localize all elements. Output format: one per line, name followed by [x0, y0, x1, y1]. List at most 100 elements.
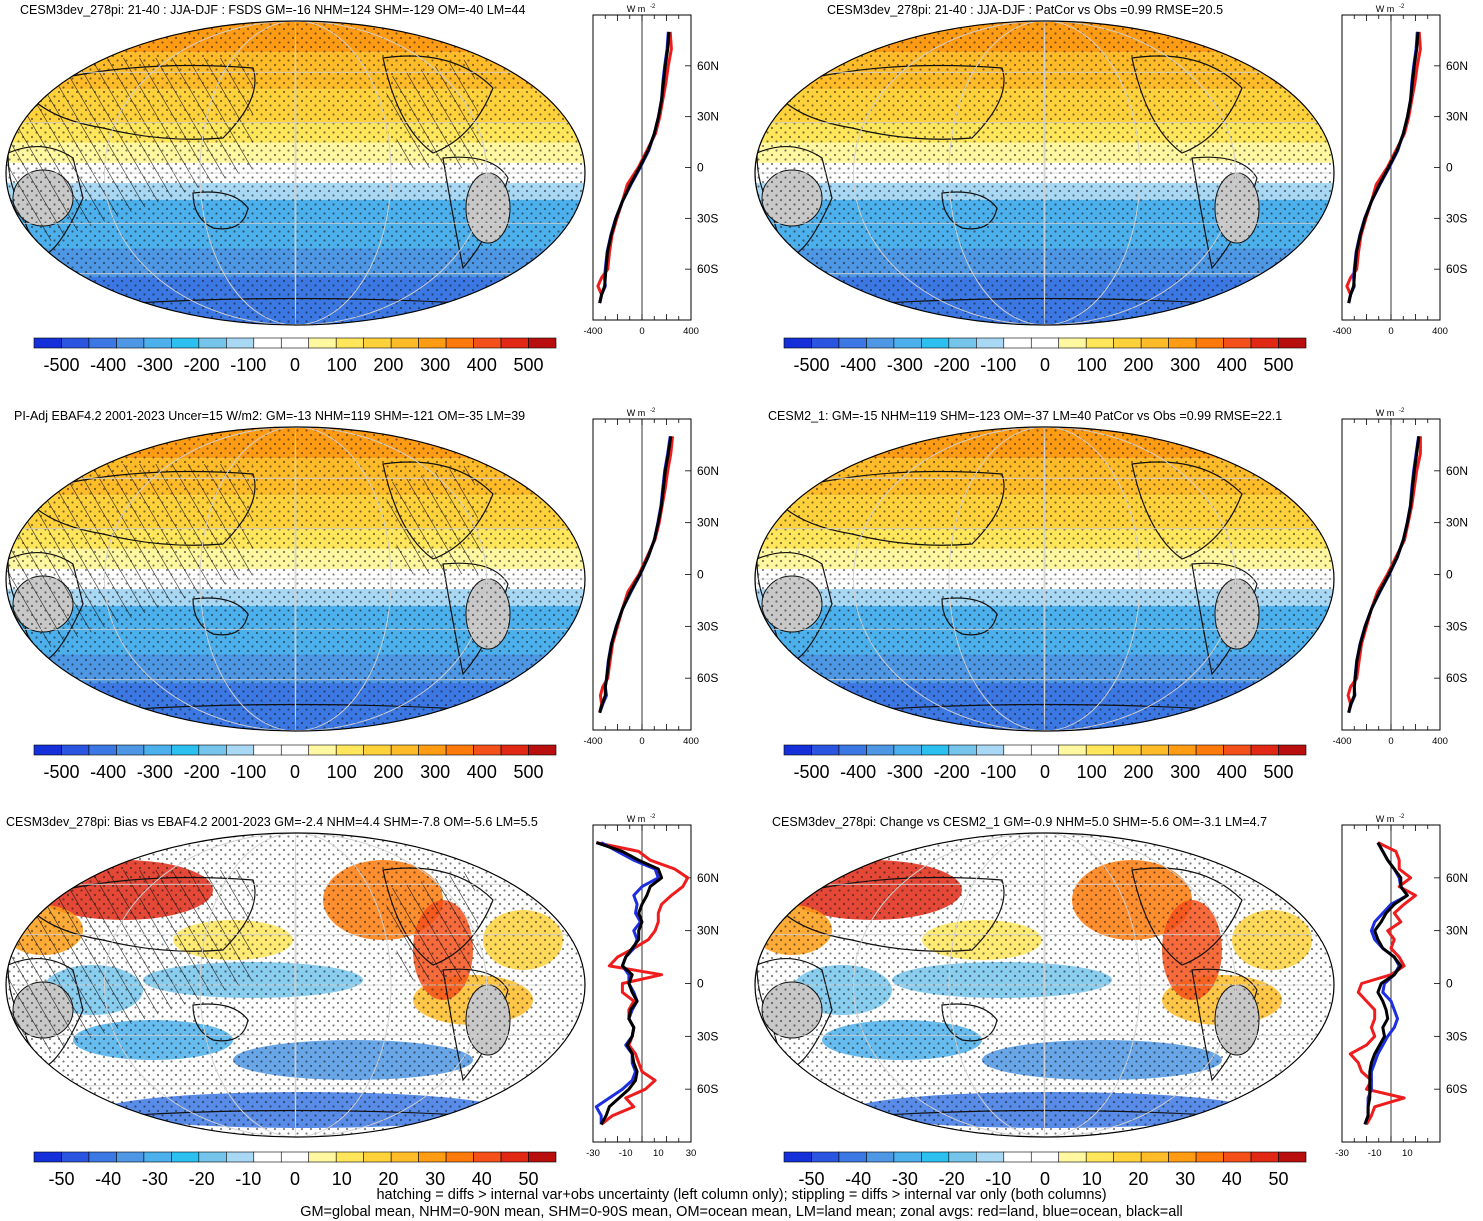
- colorbar-swatch: [500, 1151, 529, 1163]
- zonal-line-land: [598, 436, 675, 714]
- colorbar-swatch: [226, 744, 255, 756]
- colorbar-tick-label: 100: [327, 762, 357, 782]
- colorbar-tick-label: -10: [985, 1169, 1011, 1189]
- zonal-line-all: [1363, 841, 1409, 1125]
- colorbar-swatch: [811, 337, 840, 349]
- panel-1-colorbar: -500 -400 -300 -200 -100 0 100 200 300 400 500: [33, 337, 557, 375]
- colorbar-tick-label: 200: [1123, 762, 1153, 782]
- zonal-lat-label: 0: [1446, 977, 1453, 991]
- colorbar-tick-label: -100: [980, 762, 1016, 782]
- colorbar-swatch: [1085, 744, 1114, 756]
- zonal-lat-label: 60S: [697, 262, 718, 276]
- colorbar-swatch: [866, 744, 895, 756]
- colorbar-swatch: [1030, 744, 1060, 756]
- zonal-lat-label: 0: [697, 568, 704, 582]
- colorbar-swatch: [528, 337, 557, 349]
- colorbar-swatch: [88, 1151, 117, 1163]
- colorbar-swatch: [335, 744, 364, 756]
- colorbar-tick-label: -100: [230, 762, 266, 782]
- colorbar-tick-label: -500: [793, 355, 829, 375]
- colorbar-swatch: [976, 337, 1005, 349]
- zonal-lat-label: 60N: [697, 871, 718, 885]
- panel-5-title: CESM3dev_278pi: Bias vs EBAF4.2 2001-202…: [6, 815, 538, 829]
- zonal-lat-label: 60N: [1446, 871, 1468, 885]
- colorbar-swatch: [116, 1151, 145, 1163]
- colorbar-swatch: [473, 337, 502, 349]
- zonal-line-land: [1346, 436, 1422, 714]
- colorbar-tick-label: -500: [43, 355, 79, 375]
- colorbar-swatch: [1278, 337, 1307, 349]
- panel-4-title: CESM2_1: GM=-15 NHM=119 SHM=-123 OM=-37 …: [768, 409, 1283, 423]
- colorbar-swatch: [1250, 337, 1279, 349]
- zonal-lat-label: 30S: [1446, 1029, 1467, 1043]
- colorbar-tick-label: -500: [43, 762, 79, 782]
- colorbar-swatch: [893, 1151, 922, 1163]
- zonal-x-tick-label: 30: [686, 1148, 697, 1159]
- colorbar-swatch: [33, 744, 62, 756]
- colorbar-swatch: [253, 337, 282, 349]
- colorbar-swatch: [61, 337, 90, 349]
- colorbar-swatch: [1250, 744, 1279, 756]
- zonal-x-tick-label: -10: [1368, 1148, 1382, 1159]
- colorbar-swatch: [61, 744, 90, 756]
- panel-5-map: [5, 832, 586, 1138]
- panel-2-zonal-plot: W m -2 60N 30N 0 30S 60S -400 0 400: [1332, 4, 1468, 337]
- zonal-lat-label: 60N: [1446, 464, 1468, 478]
- colorbar-tick-label: 200: [373, 762, 403, 782]
- colorbar-swatch: [893, 744, 922, 756]
- colorbar-swatch: [390, 1151, 419, 1163]
- colorbar-tick-label: 300: [1170, 762, 1200, 782]
- colorbar-tick-label: 100: [327, 355, 357, 375]
- colorbar-swatch: [418, 1151, 447, 1163]
- colorbar-tick-label: -20: [939, 1169, 965, 1189]
- panel-6-zonal-plot: W m -2 60N 30N 0 30S 60S -30 -10 10: [1335, 814, 1468, 1159]
- colorbar-tick-label: 0: [290, 355, 300, 375]
- zonal-x-tick-label: 400: [683, 326, 699, 337]
- colorbar-swatch: [1223, 1151, 1252, 1163]
- colorbar-tick-label: -200: [184, 762, 220, 782]
- colorbar-swatch: [116, 744, 145, 756]
- zonal-x-tick-label: 0: [639, 736, 644, 747]
- zonal-lat-label: 60N: [697, 59, 718, 73]
- colorbar-tick-label: -200: [934, 355, 970, 375]
- colorbar-swatch: [61, 1151, 90, 1163]
- colorbar-tick-label: 50: [1269, 1169, 1289, 1189]
- colorbar-swatch: [1168, 744, 1197, 756]
- colorbar-tick-label: -200: [184, 355, 220, 375]
- panel-2-map: [754, 20, 1335, 326]
- zonal-line-all: [598, 436, 673, 714]
- colorbar-swatch: [783, 744, 812, 756]
- colorbar-swatch: [1140, 337, 1169, 349]
- colorbar-swatch: [1278, 1151, 1307, 1163]
- zonal-lat-label: 60N: [1446, 59, 1468, 73]
- colorbar-tick-label: -50: [48, 1169, 74, 1189]
- colorbar-tick-label: 100: [1077, 762, 1107, 782]
- colorbar-tick-label: 100: [1077, 355, 1107, 375]
- colorbar-swatch: [1223, 337, 1252, 349]
- colorbar-swatch: [948, 744, 977, 756]
- colorbar-tick-label: 400: [467, 762, 497, 782]
- panel-6-title: CESM3dev_278pi: Change vs CESM2_1 GM=-0.…: [772, 815, 1268, 829]
- colorbar-tick-label: 20: [378, 1169, 398, 1189]
- colorbar-tick-label: -100: [980, 355, 1016, 375]
- panel-2-title: CESM3dev_278pi: 21-40 : JJA-DJF : PatCor…: [827, 3, 1224, 17]
- colorbar-tick-label: -100: [230, 355, 266, 375]
- zonal-line-ocean: [598, 436, 672, 714]
- zonal-lat-label: 30N: [1446, 516, 1468, 530]
- colorbar-tick-label: 40: [1222, 1169, 1242, 1189]
- colorbar-swatch: [976, 1151, 1005, 1163]
- colorbar-tick-label: -30: [142, 1169, 168, 1189]
- map-border: [754, 832, 1335, 1138]
- colorbar-tick-label: 500: [514, 762, 544, 782]
- colorbar-tick-label: -300: [887, 762, 923, 782]
- zonal-unit-superscript: -2: [650, 4, 656, 10]
- colorbar-swatch: [921, 337, 950, 349]
- panel-1-zonal-plot: W m -2 60N 30N 0 30S 60S -400 0 400: [583, 4, 718, 337]
- colorbar-swatch: [335, 1151, 364, 1163]
- zonal-unit-label: W m: [627, 814, 646, 824]
- map-border: [5, 426, 586, 732]
- colorbar-swatch: [143, 744, 172, 756]
- map-border: [754, 20, 1335, 326]
- zonal-lat-label: 60S: [1446, 671, 1467, 685]
- zonal-x-tick-label: 400: [1432, 326, 1448, 337]
